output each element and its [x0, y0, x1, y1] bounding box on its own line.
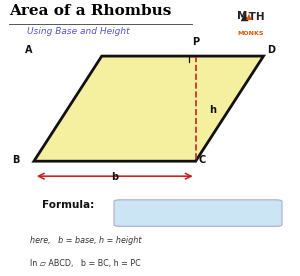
- Text: here,   b = base, h = height: here, b = base, h = height: [30, 236, 142, 245]
- Text: C: C: [199, 155, 206, 165]
- Text: Area (A) = b × h: Area (A) = b × h: [124, 201, 220, 211]
- Text: D: D: [267, 45, 275, 55]
- Text: MONKS: MONKS: [237, 31, 264, 36]
- Text: h: h: [209, 105, 216, 115]
- Text: In ▱ ABCD,   b = BC, h = PC: In ▱ ABCD, b = BC, h = PC: [30, 259, 141, 269]
- Text: Formula:: Formula:: [42, 200, 94, 210]
- Polygon shape: [34, 56, 263, 161]
- Text: ▲: ▲: [246, 12, 251, 21]
- Text: b: b: [111, 172, 118, 182]
- Text: A: A: [25, 45, 32, 55]
- FancyBboxPatch shape: [114, 200, 282, 226]
- Text: M: M: [237, 11, 248, 21]
- Text: ▲TH: ▲TH: [237, 11, 265, 21]
- Text: Using Base and Height: Using Base and Height: [27, 27, 130, 36]
- Text: B: B: [12, 155, 19, 165]
- Text: P: P: [192, 37, 199, 47]
- Text: Area of a Rhombus: Area of a Rhombus: [9, 4, 172, 18]
